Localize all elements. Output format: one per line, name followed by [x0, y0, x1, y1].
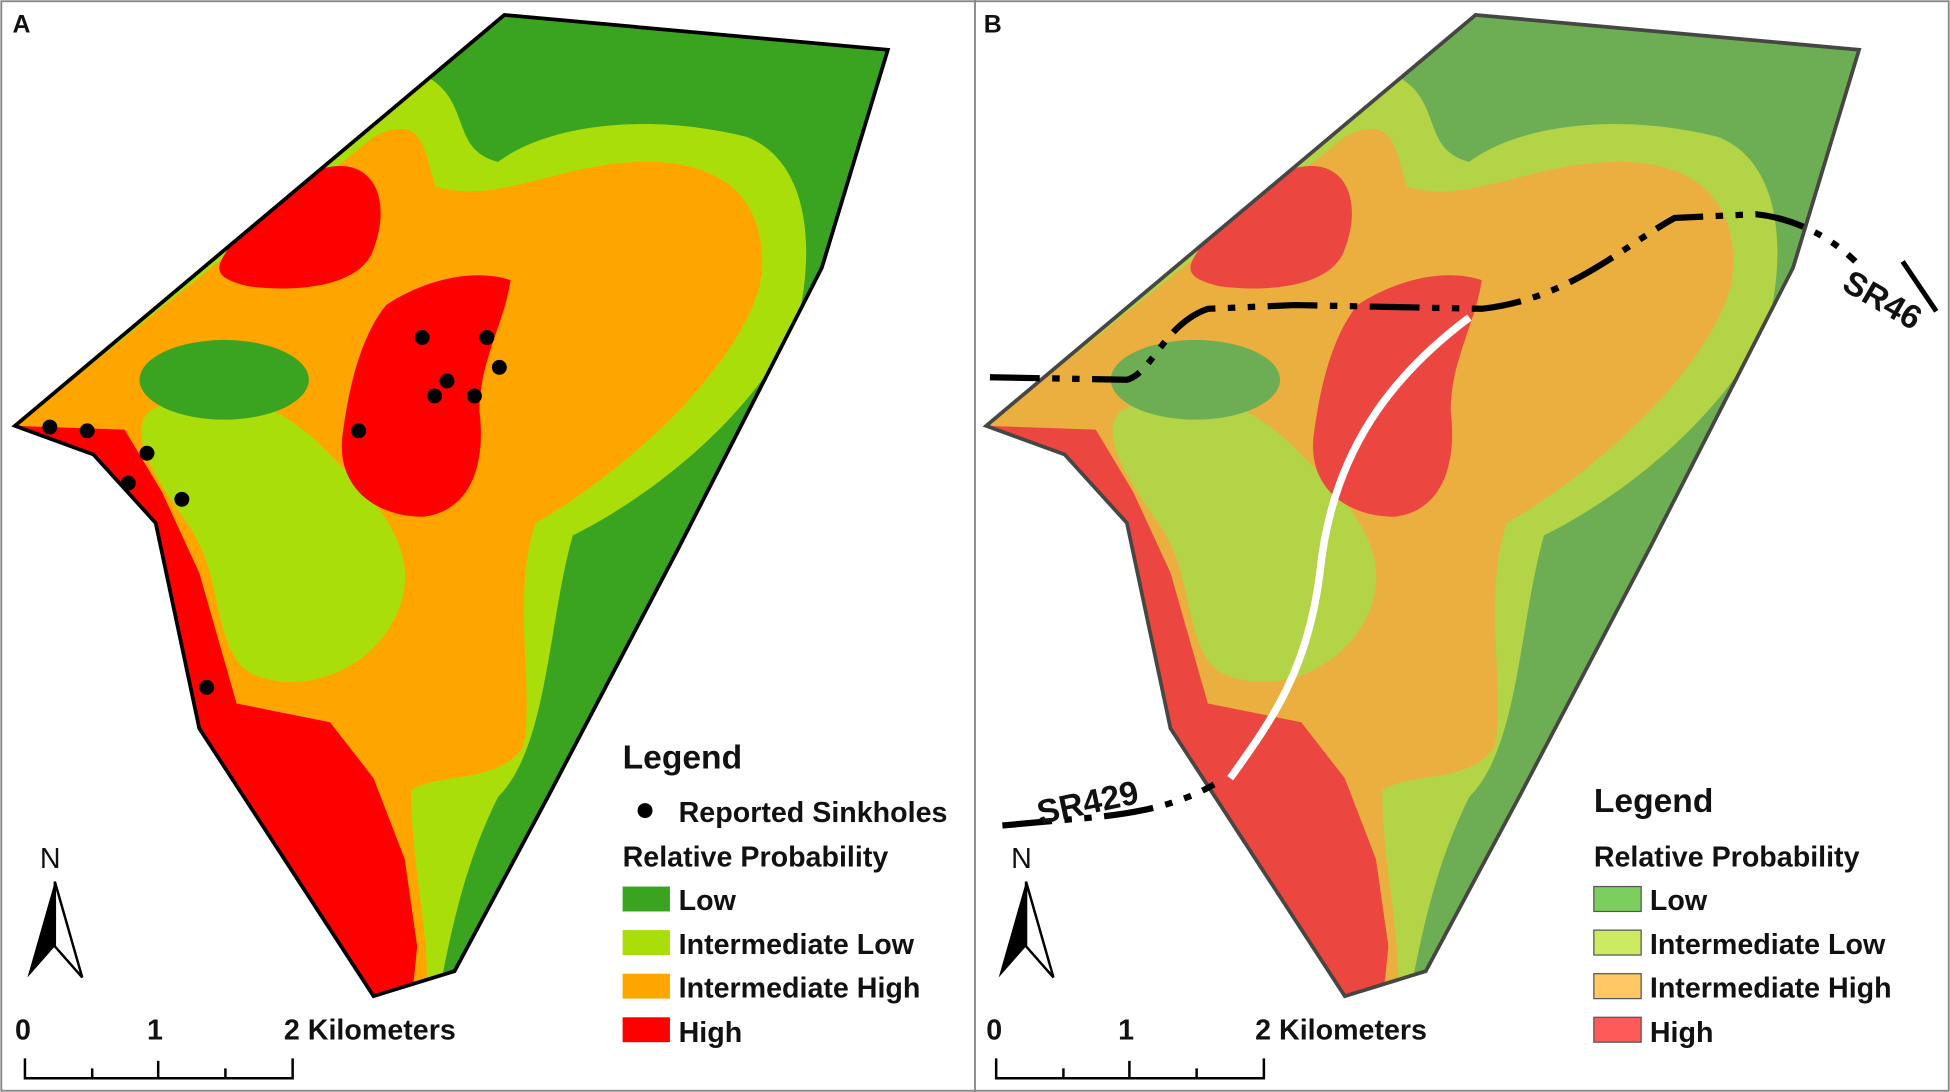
swatch	[622, 886, 670, 912]
panel-a: A Legend Reported Sinkholes Relative Pro…	[0, 0, 971, 1092]
scale-bar	[23, 1058, 294, 1080]
swatch	[622, 1017, 670, 1043]
north-label: N	[40, 843, 61, 875]
legend-subtitle: Relative Probability	[1594, 842, 1860, 874]
panel-label: B	[984, 10, 1002, 38]
swatch	[622, 930, 670, 956]
sinkholes	[42, 329, 507, 695]
legend-item: High	[1650, 1017, 1714, 1049]
legend-item: Low	[679, 885, 737, 917]
panel-b: B SR429 SR46 Legend Relative Probability…	[971, 0, 1942, 1092]
legend-title: Legend	[1594, 783, 1714, 820]
legend-item: Intermediate High	[1650, 972, 1892, 1004]
legend-item: Low	[1650, 885, 1708, 917]
north-label: N	[1011, 843, 1032, 875]
scale-label: 2 Kilometers	[284, 1015, 456, 1047]
swatch	[1593, 929, 1642, 956]
legend-item: Reported Sinkholes	[679, 797, 948, 829]
north-arrow	[998, 881, 1027, 978]
legend-item: High	[679, 1017, 743, 1049]
north-arrow	[1024, 881, 1055, 979]
swatch	[1593, 885, 1642, 913]
road-label: SR429	[1034, 775, 1142, 833]
road	[989, 211, 1858, 383]
road	[1227, 314, 1472, 781]
scale-label: 2 Kilometers	[1255, 1015, 1427, 1047]
legend-title: Legend	[623, 739, 743, 776]
scale-bar	[994, 1058, 1266, 1080]
swatch	[1593, 973, 1642, 1000]
legend-item: Intermediate Low	[679, 929, 915, 961]
swatch	[1593, 1016, 1642, 1043]
legend-item: Intermediate High	[679, 972, 921, 1004]
legend-subtitle: Relative Probability	[623, 842, 889, 874]
panel-label: A	[12, 10, 30, 38]
legend-dot	[637, 803, 653, 819]
scale-label: 1	[1118, 1015, 1134, 1047]
road	[1900, 260, 1939, 313]
scale-label: 0	[986, 1015, 1002, 1047]
legend-item: Intermediate Low	[1650, 929, 1886, 961]
swatch	[622, 973, 670, 999]
road	[1002, 781, 1216, 829]
north-arrow	[53, 881, 84, 979]
north-arrow	[27, 881, 55, 978]
scale-label: 0	[15, 1015, 31, 1047]
scale-label: 1	[147, 1015, 163, 1047]
